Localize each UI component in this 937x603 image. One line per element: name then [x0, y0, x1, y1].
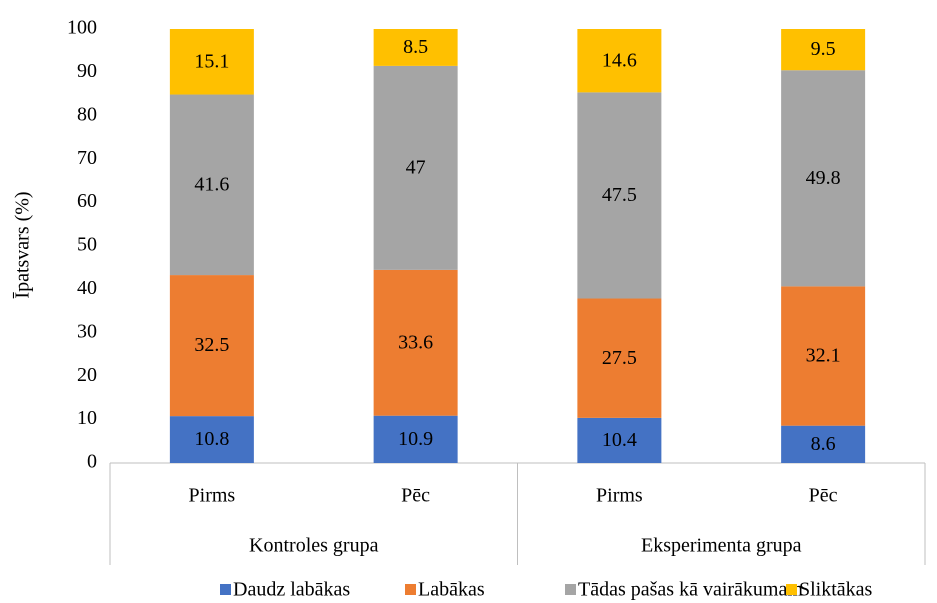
bar-segment — [169, 29, 254, 95]
data-label: 47.5 — [602, 184, 637, 206]
bar-segment — [781, 70, 866, 287]
legend-swatch — [405, 584, 416, 595]
y-axis-label: Īpatsvars (%) — [12, 191, 34, 298]
y-tick-label: 30 — [77, 320, 97, 342]
bar-segment — [577, 92, 662, 299]
y-tick-label: 60 — [77, 190, 97, 212]
y-tick-label: 10 — [77, 407, 97, 429]
data-label: 32.5 — [194, 334, 229, 356]
legend-swatch — [220, 584, 231, 595]
x-tick-label: Pēc — [401, 485, 430, 507]
y-tick-label: 50 — [77, 234, 97, 256]
bar-segment — [577, 29, 662, 93]
bar-segment — [373, 65, 458, 270]
data-label: 9.5 — [811, 38, 836, 60]
legend-label: Labākas — [418, 579, 485, 601]
bar-segment — [781, 425, 866, 463]
y-tick-label: 90 — [77, 60, 97, 82]
bar-segment — [781, 29, 866, 71]
bar-segment — [169, 275, 254, 417]
y-tick-label: 0 — [87, 451, 97, 473]
data-label: 27.5 — [602, 347, 637, 369]
x-tick-label: Pirms — [596, 485, 643, 507]
group-label: Eksperimenta grupa — [641, 535, 802, 557]
data-label: 14.6 — [602, 49, 637, 71]
data-label: 32.1 — [806, 345, 841, 367]
y-tick-label: 40 — [77, 277, 97, 299]
legend-label: Sliktākas — [799, 579, 873, 601]
data-label: 10.9 — [398, 428, 433, 450]
data-label: 47 — [406, 156, 426, 178]
data-label: 33.6 — [398, 331, 433, 353]
legend-swatch — [786, 584, 797, 595]
bar-segment — [577, 298, 662, 418]
bar-segment — [373, 269, 458, 416]
bar-segment — [169, 416, 254, 463]
y-tick-label: 20 — [77, 364, 97, 386]
legend-label: Daudz labākas — [233, 579, 350, 601]
data-label: 8.6 — [811, 433, 836, 455]
data-label: 41.6 — [194, 173, 229, 195]
data-label: 10.8 — [194, 428, 229, 450]
x-tick-label: Pēc — [809, 485, 838, 507]
bar-segment — [169, 94, 254, 276]
data-label: 49.8 — [806, 167, 841, 189]
bar-segment — [577, 417, 662, 463]
data-label: 8.5 — [403, 36, 428, 58]
legend-label: Tādas pašas kā vairākumam — [578, 579, 803, 601]
bar-segment — [373, 415, 458, 463]
data-label: 15.1 — [194, 50, 229, 72]
group-label: Kontroles grupa — [249, 535, 379, 557]
legend-swatch — [565, 584, 576, 595]
data-label: 10.4 — [602, 429, 637, 451]
bar-segment — [781, 286, 866, 426]
bar-segment — [373, 29, 458, 66]
y-tick-label: 100 — [67, 17, 97, 39]
y-tick-label: 80 — [77, 103, 97, 125]
y-tick-label: 70 — [77, 147, 97, 169]
x-tick-label: Pirms — [189, 485, 236, 507]
